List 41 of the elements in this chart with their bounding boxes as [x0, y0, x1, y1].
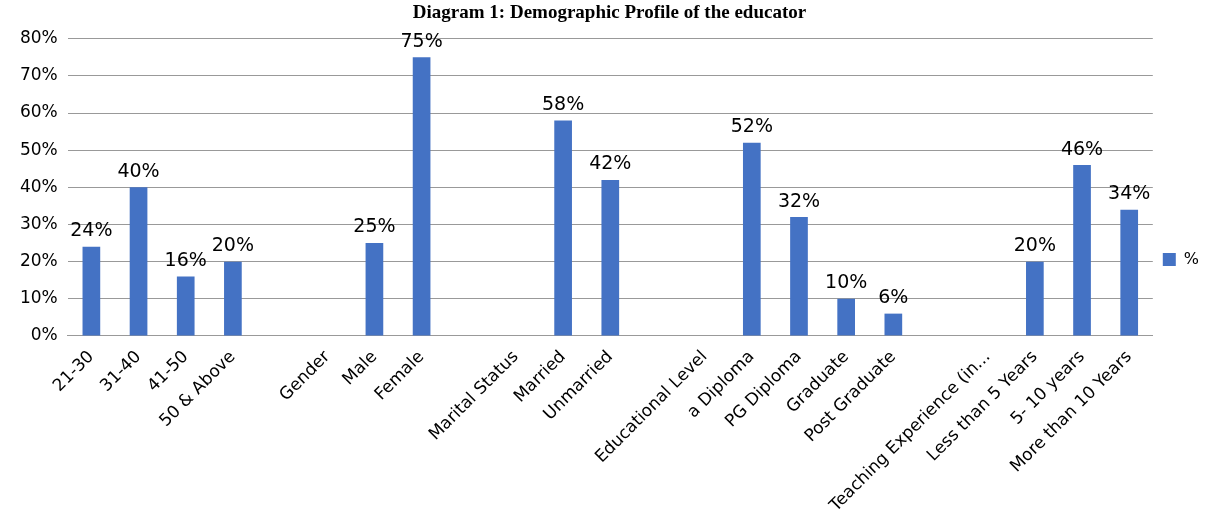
- bar: [412, 57, 431, 336]
- data-label: 32%: [777, 188, 821, 211]
- data-label: 24%: [70, 218, 113, 241]
- chart-title: Diagram 1: Demographic Profile of the educator: [412, 1, 807, 23]
- bar: [884, 313, 903, 336]
- bar: [224, 261, 242, 336]
- legend-label: %: [1183, 248, 1199, 268]
- y-tick-label: 60%: [19, 101, 58, 122]
- y-tick-label: 40%: [19, 175, 58, 196]
- data-label: 25%: [353, 214, 396, 237]
- bar: [601, 179, 620, 336]
- data-label: 46%: [1060, 136, 1104, 159]
- y-tick-label: 0%: [30, 324, 58, 345]
- y-tick-label: 20%: [19, 250, 58, 271]
- data-label: 10%: [825, 270, 868, 293]
- bar: [365, 243, 384, 336]
- data-label: 16%: [164, 247, 207, 270]
- data-label: 6%: [878, 285, 909, 308]
- data-label: 40%: [117, 158, 160, 181]
- y-tick-label: 80%: [19, 27, 58, 48]
- bar: [742, 142, 761, 336]
- y-tick-label: 70%: [19, 64, 58, 85]
- bar: [837, 298, 856, 336]
- data-label: 75%: [400, 28, 443, 51]
- bar: [129, 187, 148, 336]
- bar: [176, 276, 195, 336]
- y-tick-label: 30%: [19, 212, 58, 233]
- data-label: 52%: [730, 114, 773, 137]
- bar: [1026, 261, 1044, 336]
- bar: [790, 217, 808, 336]
- data-label: 58%: [542, 91, 585, 114]
- bar: [554, 120, 572, 336]
- bar: [82, 246, 101, 336]
- bar: [1120, 209, 1139, 336]
- data-label: 20%: [1013, 233, 1056, 256]
- data-label: 20%: [211, 233, 255, 256]
- data-label: 34%: [1108, 181, 1151, 204]
- data-label: 42%: [589, 151, 632, 174]
- y-tick-label: 50%: [19, 138, 58, 159]
- bar: [1073, 165, 1091, 336]
- y-tick-label: 10%: [19, 287, 58, 308]
